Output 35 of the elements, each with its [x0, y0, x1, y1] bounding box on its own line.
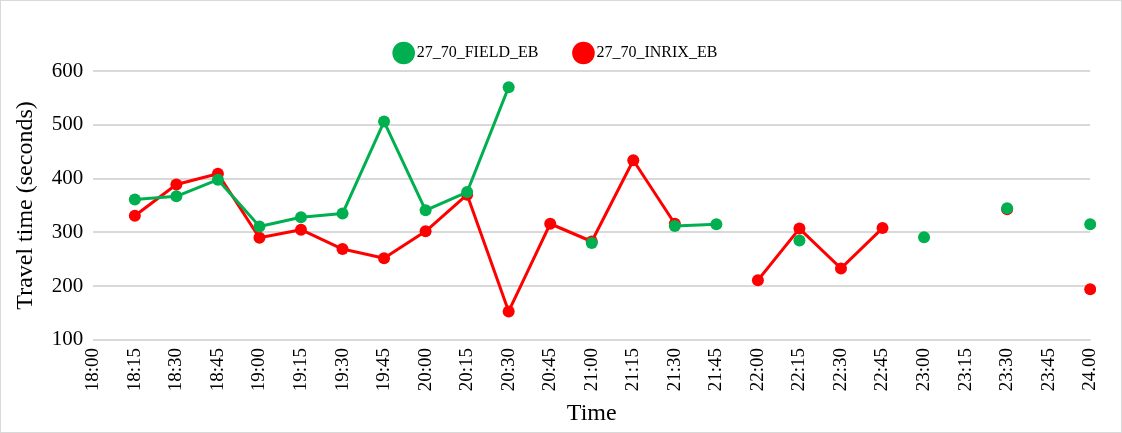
x-tick-label: 20:30 [496, 347, 518, 392]
y-tick-label: 100 [51, 326, 84, 351]
x-tick-label: 21:00 [579, 347, 601, 392]
x-tick-label: 19:45 [372, 347, 394, 392]
x-tick-label: 20:15 [455, 347, 477, 392]
x-tick-label: 18:30 [164, 347, 186, 392]
x-tick-label: 18:45 [205, 347, 227, 392]
y-tick-label: 500 [51, 111, 84, 136]
x-tick-label: 19:30 [330, 347, 352, 392]
x-tick-label: 23:30 [995, 347, 1017, 392]
x-tick-label: 23:00 [912, 347, 934, 392]
x-tick-label: 19:15 [288, 347, 310, 392]
x-tick-label: 18:15 [122, 347, 144, 392]
x-tick-label: 22:30 [828, 347, 850, 392]
y-tick-label: 300 [51, 218, 84, 243]
x-tick-label: 20:45 [538, 347, 560, 392]
x-tick-label: 22:45 [870, 347, 892, 392]
y-tick-label: 200 [51, 272, 84, 297]
x-tick-label: 21:30 [662, 347, 684, 392]
x-tick-label: 24.00 [1078, 347, 1100, 391]
x-tick-label: 19:00 [247, 347, 269, 392]
x-tick-label: 21:45 [704, 347, 726, 392]
y-tick-label: 600 [51, 57, 84, 82]
x-tick-label: 18:00 [81, 347, 103, 392]
legend-label: 27_70_FIELD_EB [416, 43, 539, 61]
x-tick-label: 20:00 [413, 347, 435, 392]
x-tick-label: 23:45 [1036, 347, 1058, 392]
y-axis-title: Travel time (seconds) [10, 101, 37, 310]
x-tick-label: 22:00 [745, 347, 767, 392]
x-tick-label: 23:15 [953, 347, 975, 392]
y-tick-label: 400 [51, 165, 84, 190]
legend-label: 27_70_INRIX_EB [596, 43, 718, 61]
x-tick-label: 21:15 [621, 347, 643, 392]
x-tick-label: 22:15 [787, 347, 809, 392]
x-axis-title: Time [566, 398, 617, 425]
